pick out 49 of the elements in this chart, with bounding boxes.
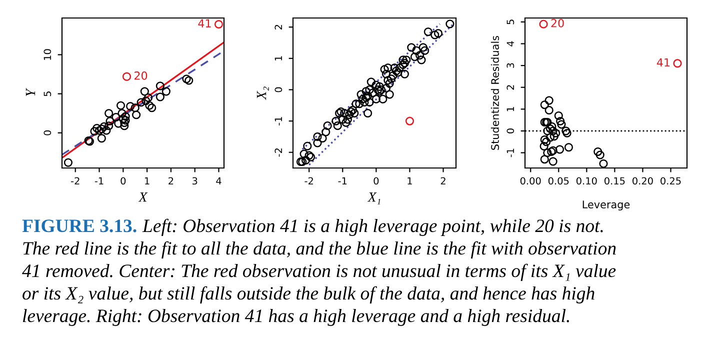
y-tick-label: 0 — [274, 87, 282, 92]
x-tick-label: 1 — [145, 177, 150, 184]
x-tick-label: 0 — [120, 177, 126, 185]
y-axis-title: Y — [26, 88, 36, 96]
y-tick-label: 0 — [506, 128, 514, 134]
x-tick-label: 0.20 — [632, 177, 653, 185]
x-tick-label: -2 — [71, 177, 80, 184]
annotation: 41 — [198, 19, 211, 28]
x-tick-label: 0.15 — [604, 177, 625, 185]
x-tick-label: 2 — [168, 177, 174, 184]
text: Left: Observation 41 is a high leverage point, while 20 is not. — [142, 218, 603, 236]
annotation: 41 — [656, 58, 670, 66]
x-tick-label: 0 — [374, 177, 379, 185]
y-tick-label: 1 — [274, 56, 282, 60]
y-axis-title: Studentized Residuals — [490, 36, 499, 150]
y-axis-title: X₂ — [256, 86, 269, 100]
text: 41 removed. Center: The red observation is not unusual in terms of its X₁ value — [22, 264, 616, 281]
y-tick-label: 2 — [274, 24, 282, 30]
x-tick-label: 0.25 — [660, 177, 681, 185]
y-tick-label: 10 — [44, 49, 52, 60]
x-tick-label: 1 — [408, 177, 412, 184]
annotation: 20 — [134, 71, 148, 80]
x-tick-label: -1 — [94, 177, 104, 184]
annotation: 20 — [551, 18, 564, 28]
x-tick-label: -2 — [304, 177, 313, 184]
text: or its X₂ value, but still falls outside the bulk of the data, and hence has high — [22, 286, 594, 304]
y-tick-label: -2 — [274, 148, 282, 157]
text: The red line is the fit to all the data, and the blue line is the fit with observation — [23, 241, 616, 258]
y-tick-label: 5 — [506, 20, 514, 24]
caption: FIGURE 3.13. — [22, 220, 136, 232]
y-tick-label: -1 — [274, 117, 282, 126]
x-tick-label: 0.05 — [548, 177, 569, 185]
y-tick-label: 5 — [44, 92, 52, 96]
x-axis-title: X — [138, 192, 148, 202]
y-tick-label: -1 — [506, 148, 514, 158]
y-tick-label: 2 — [506, 85, 514, 90]
x-tick-label: 0.10 — [576, 177, 597, 185]
x-tick-label: 2 — [440, 177, 446, 184]
y-tick-label: 1 — [506, 106, 514, 112]
x-tick-label: 4 — [216, 177, 222, 184]
text: leverage. Right: Observation 41 has a high leverage and a high residual. — [23, 308, 569, 326]
x-axis-title: Leverage — [582, 200, 630, 210]
y-tick-label: 4 — [506, 41, 514, 46]
x-axis-title: X₁ — [367, 192, 380, 204]
x-tick-label: 0.00 — [520, 177, 541, 185]
y-tick-label: 0 — [44, 130, 52, 136]
x-tick-label: 3 — [192, 177, 198, 185]
y-tick-label: 3 — [506, 63, 514, 68]
x-tick-label: -1 — [338, 177, 347, 184]
